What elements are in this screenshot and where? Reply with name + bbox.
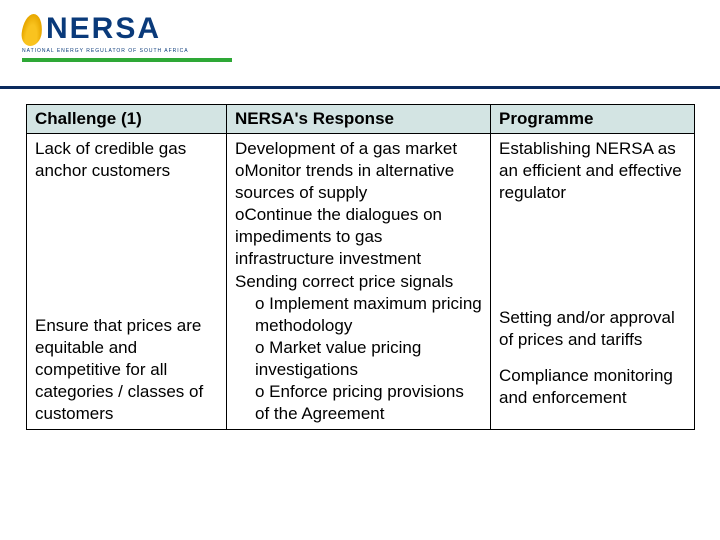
table-row: Lack of credible gas anchor customers En… — [27, 134, 695, 430]
header-response: NERSA's Response — [227, 105, 491, 134]
flame-icon — [20, 14, 43, 46]
logo-row: NERSA — [22, 12, 232, 46]
response-lead: Development of a gas market — [235, 138, 482, 160]
cell-response: Development of a gas market oMonitor tre… — [227, 134, 491, 430]
logo: NERSA NATIONAL ENERGY REGULATOR OF SOUTH… — [22, 12, 232, 72]
challenge-text: Lack of credible gas anchor customers — [35, 138, 218, 182]
programme-text: Compliance monitoring and enforcement — [499, 365, 686, 409]
response-bullet: o Implement maximum pricing methodology — [235, 293, 482, 337]
cell-challenge: Lack of credible gas anchor customers En… — [27, 134, 227, 430]
programme-text: Establishing NERSA as an efficient and e… — [499, 138, 686, 204]
response-lead: Sending correct price signals — [235, 271, 482, 293]
programme-text: Setting and/or approval of prices and ta… — [499, 307, 686, 351]
header-challenge: Challenge (1) — [27, 105, 227, 134]
response-bullet: oMonitor trends in alternative sources o… — [235, 160, 482, 204]
response-bullet: oContinue the dialogues on impediments t… — [235, 204, 482, 270]
cell-programme: Establishing NERSA as an efficient and e… — [491, 134, 695, 430]
challenge-text: Ensure that prices are equitable and com… — [35, 315, 218, 425]
response-bullet: o Enforce pricing provisions of the Agre… — [235, 381, 482, 425]
logo-wordmark: NERSA — [46, 12, 161, 46]
response-bullet: o Market value pricing investigations — [235, 337, 482, 381]
logo-underline — [22, 58, 232, 62]
header-programme: Programme — [491, 105, 695, 134]
challenges-table: Challenge (1) NERSA's Response Programme… — [26, 104, 694, 430]
logo-subtitle: NATIONAL ENERGY REGULATOR OF SOUTH AFRIC… — [22, 48, 232, 54]
table-header-row: Challenge (1) NERSA's Response Programme — [27, 105, 695, 134]
horizontal-rule — [0, 86, 720, 89]
